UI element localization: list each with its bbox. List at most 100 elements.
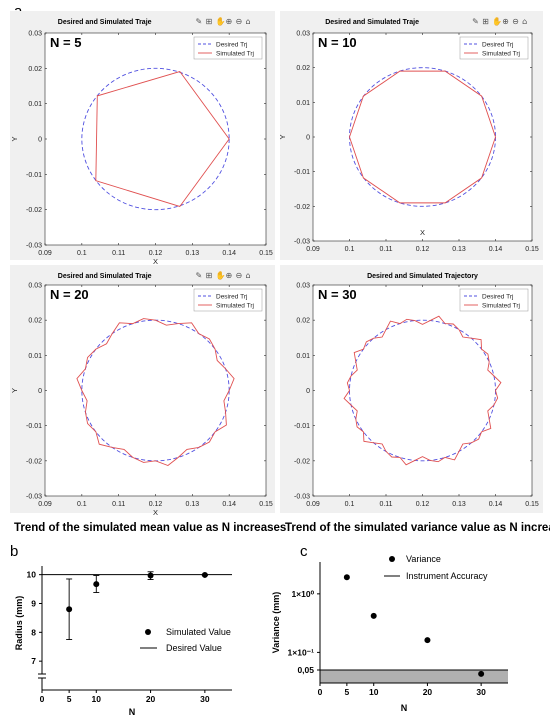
- toolbar-icon: ⊞: [206, 271, 213, 280]
- x-tick-label: 0.15: [525, 246, 539, 253]
- y-tick-label: 0: [306, 135, 310, 142]
- y-tick-label: 0: [38, 388, 42, 395]
- y-tick-label: 0.02: [28, 318, 42, 325]
- x-tick-label: 0.09: [38, 501, 52, 508]
- legend-label: Simulated Trj: [216, 51, 254, 58]
- y-tick-label: 0.03: [296, 283, 310, 290]
- legend-label: Desired Trj: [482, 42, 513, 49]
- y-tick-label: -0.03: [26, 243, 42, 250]
- x-tick-label: 0: [40, 694, 45, 704]
- y-tick-label: 0.03: [296, 31, 310, 38]
- y-tick-label: 0.03: [28, 31, 42, 38]
- y-tick-label: 0.03: [28, 283, 42, 290]
- y-tick-label: 0.02: [296, 318, 310, 325]
- x-tick-label: 0.14: [489, 501, 503, 508]
- legend-label: Simulated Trj: [216, 303, 254, 310]
- axes-box: [312, 32, 533, 242]
- simulated-trajectory: [349, 70, 496, 204]
- legend-label: Desired Value: [166, 643, 222, 653]
- x-tick-label: 0.11: [379, 501, 392, 508]
- plot-title: Desired and Simulated Traje: [58, 273, 152, 280]
- n-label: N = 20: [50, 287, 89, 302]
- x-tick-label: 0.13: [186, 501, 200, 508]
- toolbar-icon: ⌂: [522, 17, 527, 26]
- y-tick-label: 1×10⁻¹: [288, 647, 315, 657]
- x-tick-label: 0.11: [112, 501, 125, 508]
- y-tick-label: -0.03: [294, 239, 310, 246]
- y-tick-label: -0.03: [26, 494, 42, 501]
- x-axis-label: X: [153, 508, 158, 517]
- toolbar-icon: ⊖: [236, 17, 243, 26]
- y-tick-label: -0.02: [26, 207, 42, 214]
- legend-marker-point: [389, 556, 395, 562]
- x-tick-label: 0.09: [38, 250, 52, 257]
- axes-box: [312, 284, 533, 497]
- y-tick-label: 0,05: [297, 665, 314, 675]
- y-tick-label: 0.01: [296, 100, 310, 107]
- y-tick-label: -0.02: [26, 458, 42, 465]
- simulated-value-point: [66, 606, 73, 613]
- legend-label: Desired Trj: [216, 294, 247, 301]
- legend-label: Simulated Trj: [482, 303, 520, 310]
- toolbar-icon: ⊕: [226, 271, 233, 280]
- variance-chart: c 1×10⁰ 1×10⁻¹ 0,05 0 5 10 20 30 N Variance (mm) Va…: [271, 543, 508, 713]
- panel-c-letter: c: [300, 543, 308, 560]
- y-axis-label: Radius (mm): [14, 596, 24, 651]
- y-tick-label: -0.02: [294, 458, 310, 465]
- x-tick-label: 0.12: [149, 250, 163, 257]
- x-tick-label: 0.15: [259, 501, 273, 508]
- y-tick-label: -0.02: [294, 204, 310, 211]
- trajectory-plot-3: Desired and Simulated Traje ✎ ⊞ ✋ ⊕ ⊖ ⌂ 0.09 0.1…: [10, 265, 275, 517]
- y-tick-label: -0.01: [294, 169, 310, 176]
- y-tick-label: -0.03: [294, 494, 310, 501]
- legend-marker-point: [145, 629, 151, 635]
- y-tick-label: 1×10⁰: [291, 589, 314, 599]
- x-tick-label: 0.12: [416, 246, 430, 253]
- y-axis-label: Y: [10, 136, 19, 141]
- caption-left: Trend of the simulated mean value as N i…: [14, 522, 286, 534]
- x-tick-label: 0.1: [345, 246, 355, 253]
- panel-b-letter: b: [10, 543, 18, 560]
- y-tick-label: 7: [31, 656, 36, 666]
- x-tick-label: 0.09: [306, 246, 320, 253]
- simulated-trajectory: [95, 70, 230, 208]
- x-tick-label: 0.14: [489, 246, 503, 253]
- axes-box: [44, 284, 267, 497]
- x-tick-label: 0.09: [306, 501, 320, 508]
- variance-point: [343, 574, 350, 581]
- radius-chart: b 10 9 8 7 0 5 10 20 30 N Radius (mm) Simulated Valu…: [10, 543, 232, 717]
- x-tick-label: 0.12: [149, 501, 163, 508]
- y-tick-label: 0.01: [28, 101, 42, 108]
- x-tick-label: 20: [146, 694, 156, 704]
- simulated-trajectory: [76, 318, 235, 467]
- y-axis-label: Y: [10, 388, 19, 393]
- x-axis-label: N: [401, 703, 408, 713]
- y-tick-label: -0.01: [26, 423, 42, 430]
- legend-box: [459, 36, 529, 60]
- y-tick-label: 0: [38, 137, 42, 144]
- x-tick-label: 0.13: [186, 250, 200, 257]
- y-axis-label: Y: [278, 134, 287, 139]
- toolbar-icon: ✋: [216, 16, 226, 26]
- variance-point: [370, 612, 377, 619]
- axes-box: [44, 32, 267, 246]
- x-tick-label: 30: [200, 694, 210, 704]
- legend-label: Simulated Value: [166, 627, 231, 637]
- x-tick-label: 0.14: [222, 501, 236, 508]
- simulated-trajectory: [343, 315, 502, 466]
- variance-point: [478, 670, 485, 677]
- legend-label: Desired Trj: [482, 294, 513, 301]
- y-tick-label: 0: [306, 388, 310, 395]
- toolbar-icon: ✎: [472, 17, 479, 26]
- y-tick-label: 8: [31, 627, 36, 637]
- legend-label: Desired Trj: [216, 42, 247, 49]
- caption-right: Trend of the simulated variance value as…: [285, 522, 550, 534]
- toolbar-icon: ⌂: [246, 17, 251, 26]
- n-label: N = 30: [318, 287, 357, 302]
- x-tick-label: 0.11: [112, 250, 125, 257]
- x-tick-label: 0.1: [77, 250, 87, 257]
- instrument-accuracy-band: [320, 670, 508, 683]
- x-tick-label: 20: [423, 687, 433, 697]
- toolbar-icon: ⊞: [482, 17, 489, 26]
